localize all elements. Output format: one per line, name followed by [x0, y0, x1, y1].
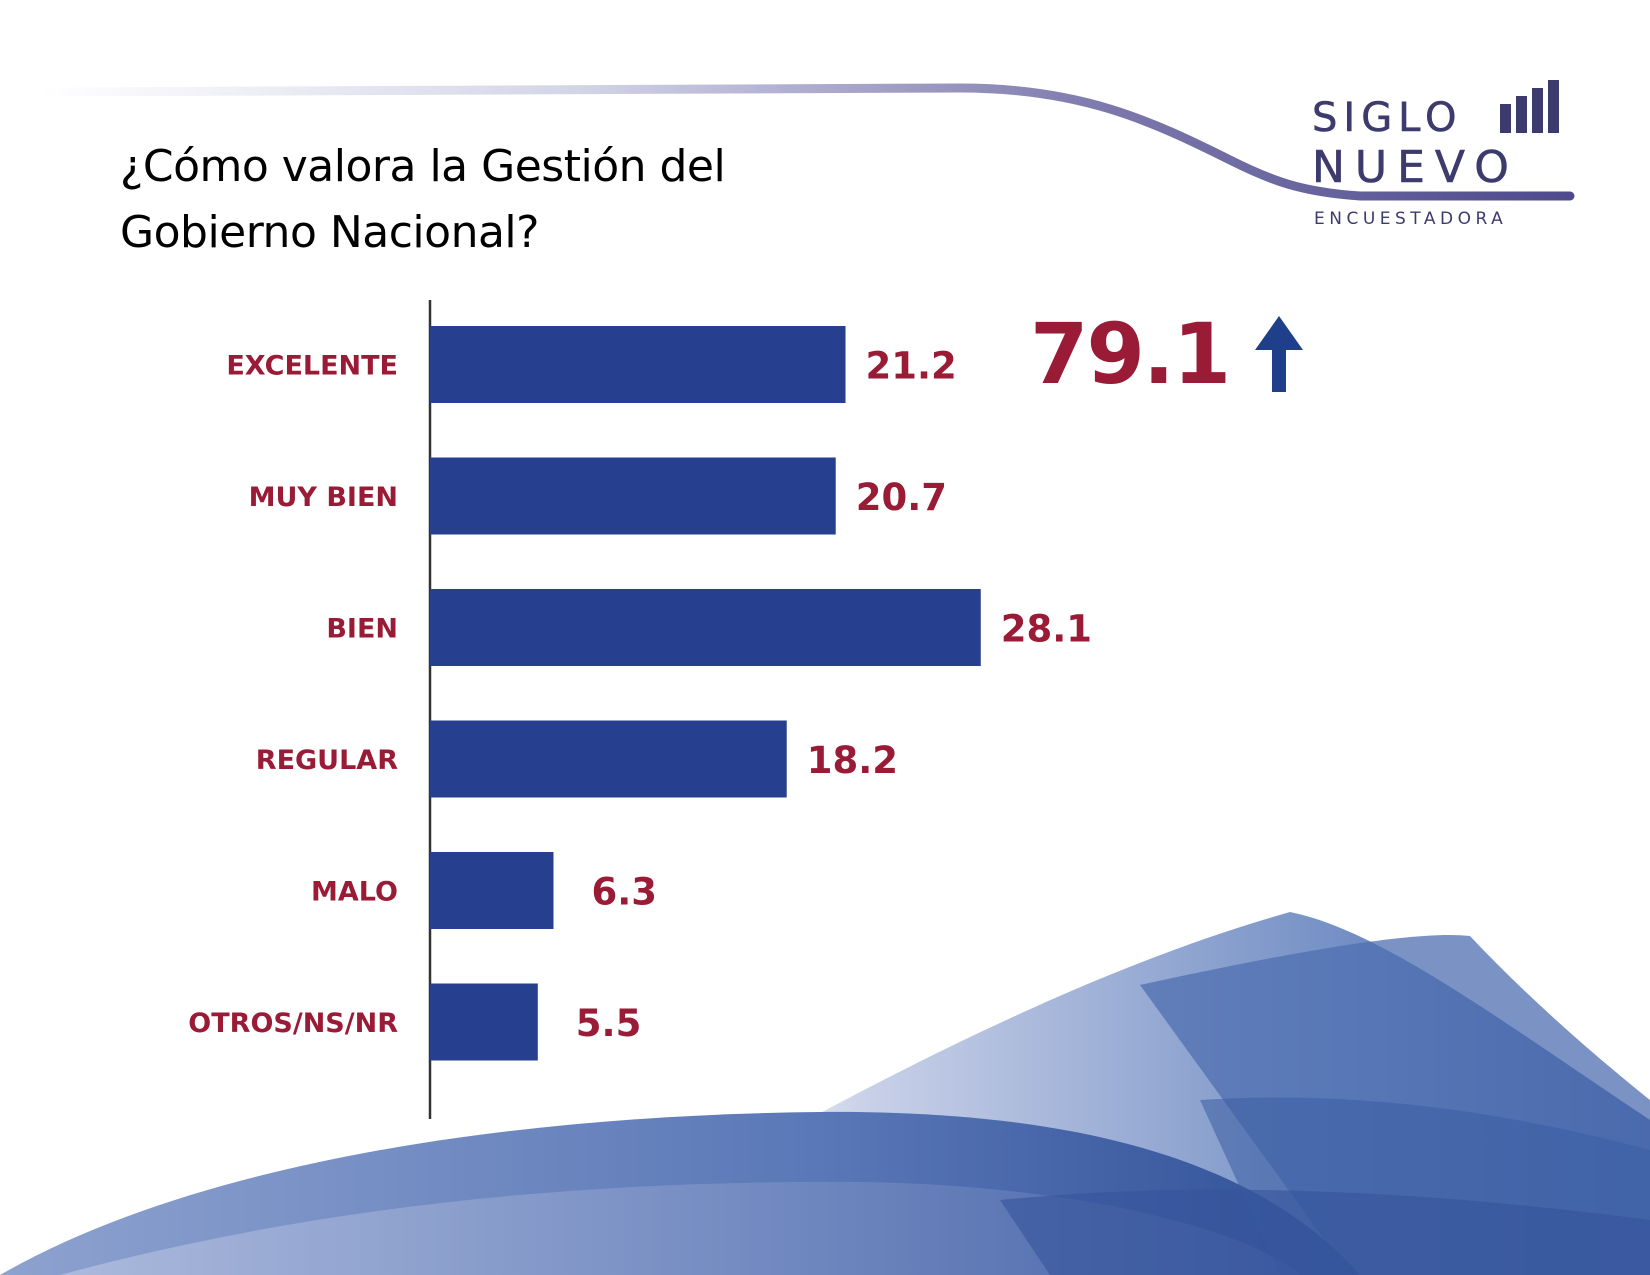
value-label-2: 28.1	[1001, 608, 1092, 651]
title-line-2: Gobierno Nacional?	[120, 207, 540, 258]
siglo-nuevo-logo: SIGLO NUEVO ENCUESTADORA	[1312, 80, 1559, 229]
bar-3	[430, 720, 787, 798]
category-label-3: REGULAR	[256, 745, 398, 776]
bar-5	[430, 983, 538, 1061]
category-label-2: BIEN	[326, 614, 398, 645]
arrow-up-icon	[1255, 316, 1304, 392]
value-label-3: 18.2	[807, 739, 898, 782]
title-line-1: ¿Cómo valora la Gestión del	[120, 141, 726, 192]
bar-4	[430, 852, 554, 929]
category-label-0: EXCELENTE	[226, 351, 398, 382]
page-title: ¿Cómo valora la Gestión del Gobierno Nac…	[120, 134, 726, 266]
bar-2	[430, 589, 981, 666]
bar-1	[430, 457, 836, 535]
logo-line-encuestadora: ENCUESTADORA	[1314, 209, 1507, 229]
bar-chart-icon	[1500, 80, 1559, 133]
value-label-1: 20.7	[856, 476, 947, 519]
category-label-4: MALO	[311, 877, 398, 908]
value-label-5: 5.5	[576, 1002, 642, 1045]
value-label-0: 21.2	[866, 345, 957, 388]
total-value: 79.1	[1030, 305, 1231, 403]
category-label-1: MUY BIEN	[249, 482, 398, 513]
total-highlight: 79.1	[1030, 305, 1304, 403]
category-label-5: OTROS/NS/NR	[188, 1008, 398, 1039]
logo-line-siglo: SIGLO	[1312, 95, 1463, 141]
value-label-4: 6.3	[591, 871, 657, 914]
bar-0	[430, 326, 846, 403]
logo-line-nuevo: NUEVO	[1312, 142, 1519, 193]
